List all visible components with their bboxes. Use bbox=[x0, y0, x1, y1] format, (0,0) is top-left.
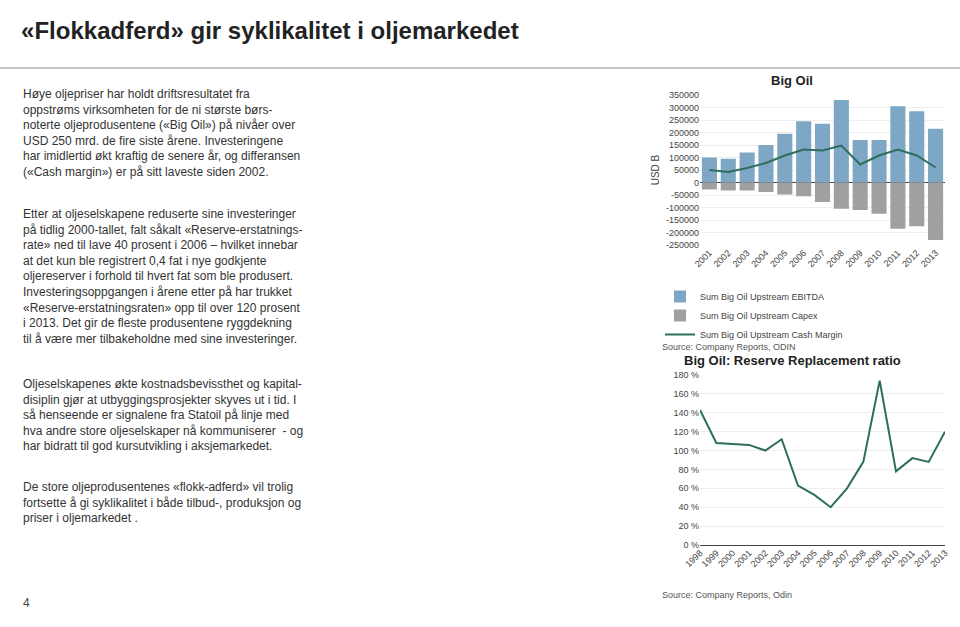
svg-text:Sum Big Oil Upstream Capex: Sum Big Oil Upstream Capex bbox=[700, 311, 818, 321]
svg-text:2009: 2009 bbox=[844, 248, 865, 269]
svg-text:160 %: 160 % bbox=[673, 389, 699, 399]
svg-text:-150000: -150000 bbox=[666, 215, 699, 225]
svg-text:80 %: 80 % bbox=[678, 465, 699, 475]
svg-text:Etter at oljeselskapene reduse: Etter at oljeselskapene reduserte sine i… bbox=[23, 207, 302, 346]
svg-text:2002: 2002 bbox=[749, 548, 770, 569]
svg-text:50000: 50000 bbox=[674, 165, 699, 175]
svg-text:Sum Big Oil Upstream Cash Marg: Sum Big Oil Upstream Cash Margin bbox=[700, 330, 843, 340]
svg-text:2002: 2002 bbox=[712, 248, 733, 269]
svg-text:Oljeselskapenes økte kostnadsb: Oljeselskapenes økte kostnadsbevissthet … bbox=[23, 377, 303, 453]
svg-text:200000: 200000 bbox=[669, 128, 699, 138]
svg-text:0 %: 0 % bbox=[683, 540, 699, 550]
svg-text:2000: 2000 bbox=[716, 548, 737, 569]
svg-text:4: 4 bbox=[23, 596, 30, 610]
svg-text:2003: 2003 bbox=[730, 248, 751, 269]
svg-text:-50000: -50000 bbox=[671, 190, 699, 200]
svg-text:0: 0 bbox=[694, 178, 699, 188]
svg-text:2004: 2004 bbox=[781, 548, 802, 569]
svg-text:USD B: USD B bbox=[650, 154, 661, 185]
svg-text:-200000: -200000 bbox=[666, 228, 699, 238]
svg-text:1998: 1998 bbox=[683, 548, 704, 569]
svg-text:20 %: 20 % bbox=[678, 521, 699, 531]
svg-text:2012: 2012 bbox=[900, 248, 921, 269]
svg-text:2009: 2009 bbox=[863, 548, 884, 569]
svg-text:60 %: 60 % bbox=[678, 483, 699, 493]
svg-text:300000: 300000 bbox=[669, 103, 699, 113]
svg-text:2001: 2001 bbox=[693, 248, 714, 269]
svg-text:2012: 2012 bbox=[912, 548, 933, 569]
svg-text:2008: 2008 bbox=[847, 548, 868, 569]
svg-text:350000: 350000 bbox=[669, 90, 699, 100]
svg-text:140 %: 140 % bbox=[673, 408, 699, 418]
svg-text:Big Oil: Big Oil bbox=[771, 73, 813, 88]
svg-text:180 %: 180 % bbox=[673, 370, 699, 380]
svg-text:2008: 2008 bbox=[825, 248, 846, 269]
svg-text:Høye oljepriser har holdt drif: Høye oljepriser har holdt driftsresultat… bbox=[23, 87, 300, 179]
svg-text:2001: 2001 bbox=[732, 548, 753, 569]
svg-text:150000: 150000 bbox=[669, 140, 699, 150]
svg-text:2013: 2013 bbox=[928, 548, 949, 569]
svg-text:2003: 2003 bbox=[765, 548, 786, 569]
svg-text:2006: 2006 bbox=[787, 248, 808, 269]
svg-text:Source: Company Reports, Odin: Source: Company Reports, Odin bbox=[662, 590, 792, 600]
svg-text:2005: 2005 bbox=[798, 548, 819, 569]
svg-text:1999: 1999 bbox=[700, 548, 721, 569]
svg-text:De store oljeprodusentenes «fl: De store oljeprodusentenes «flokk-adferd… bbox=[23, 480, 301, 525]
svg-text:2011: 2011 bbox=[882, 248, 903, 269]
svg-text:2007: 2007 bbox=[806, 248, 827, 269]
svg-text:«Flokkadferd» gir syklikalitet: «Flokkadferd» gir syklikalitet i oljemar… bbox=[21, 17, 519, 44]
svg-text:2005: 2005 bbox=[768, 248, 789, 269]
svg-text:2007: 2007 bbox=[830, 548, 851, 569]
svg-text:40 %: 40 % bbox=[678, 502, 699, 512]
svg-text:-250000: -250000 bbox=[666, 240, 699, 250]
svg-text:2010: 2010 bbox=[879, 548, 900, 569]
svg-text:2013: 2013 bbox=[919, 248, 940, 269]
svg-text:2011: 2011 bbox=[896, 548, 917, 569]
svg-text:2006: 2006 bbox=[814, 548, 835, 569]
svg-text:Sum Big Oil Upstream EBITDA: Sum Big Oil Upstream EBITDA bbox=[700, 292, 824, 302]
svg-text:100000: 100000 bbox=[669, 153, 699, 163]
svg-text:120 %: 120 % bbox=[673, 427, 699, 437]
svg-text:-100000: -100000 bbox=[666, 203, 699, 213]
svg-text:Source: Company Reports, ODIN: Source: Company Reports, ODIN bbox=[662, 342, 796, 352]
svg-text:100 %: 100 % bbox=[673, 446, 699, 456]
svg-text:Big Oil: Reserve Replacement r: Big Oil: Reserve Replacement ratio bbox=[684, 353, 901, 368]
svg-text:250000: 250000 bbox=[669, 115, 699, 125]
svg-text:2004: 2004 bbox=[749, 248, 770, 269]
svg-text:2010: 2010 bbox=[862, 248, 883, 269]
